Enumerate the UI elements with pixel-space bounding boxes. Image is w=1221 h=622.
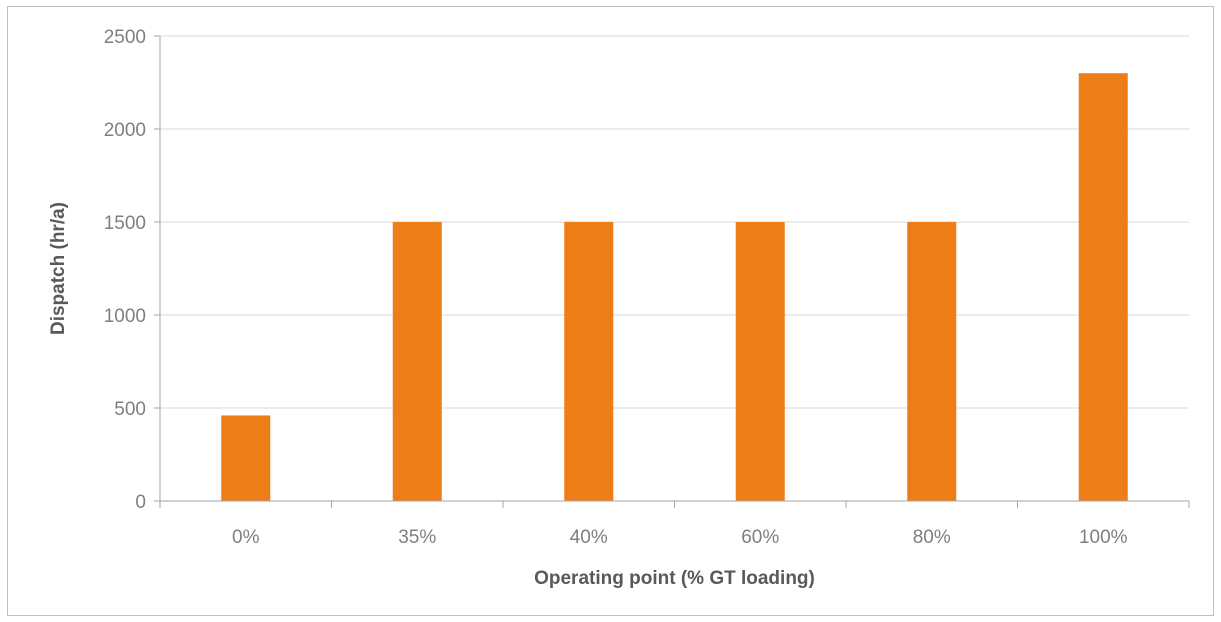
- gridlines: [160, 35, 1189, 409]
- x-tick-label: 40%: [570, 527, 608, 548]
- x-tick-label: 100%: [1079, 527, 1128, 548]
- y-tick-label: 0: [135, 492, 146, 513]
- bar: [221, 415, 271, 501]
- x-tick-label: 0%: [232, 527, 260, 548]
- bar: [564, 222, 614, 501]
- bar: [907, 222, 957, 501]
- x-tick-labels: 0% 35% 40% 60% 80% 100%: [232, 527, 1128, 548]
- x-axis-title: Operating point (% GT loading): [534, 568, 815, 589]
- x-tick-label: 35%: [398, 527, 436, 548]
- y-tick-label: 2000: [104, 120, 146, 141]
- y-tick-labels: 0 500 1000 1500 2000 2500: [104, 27, 146, 513]
- bars: [221, 73, 1128, 501]
- axes: [154, 35, 1190, 508]
- y-tick-label: 1500: [104, 213, 146, 234]
- bar: [392, 222, 442, 501]
- y-tick-label: 1000: [104, 306, 146, 327]
- y-tick-label: 500: [114, 399, 146, 420]
- y-axis-title: Dispatch (hr/a): [48, 202, 69, 335]
- bar: [735, 222, 785, 501]
- bar: [1078, 73, 1128, 501]
- x-tick-label: 60%: [741, 527, 779, 548]
- x-tick-label: 80%: [913, 527, 951, 548]
- y-tick-label: 2500: [104, 27, 146, 48]
